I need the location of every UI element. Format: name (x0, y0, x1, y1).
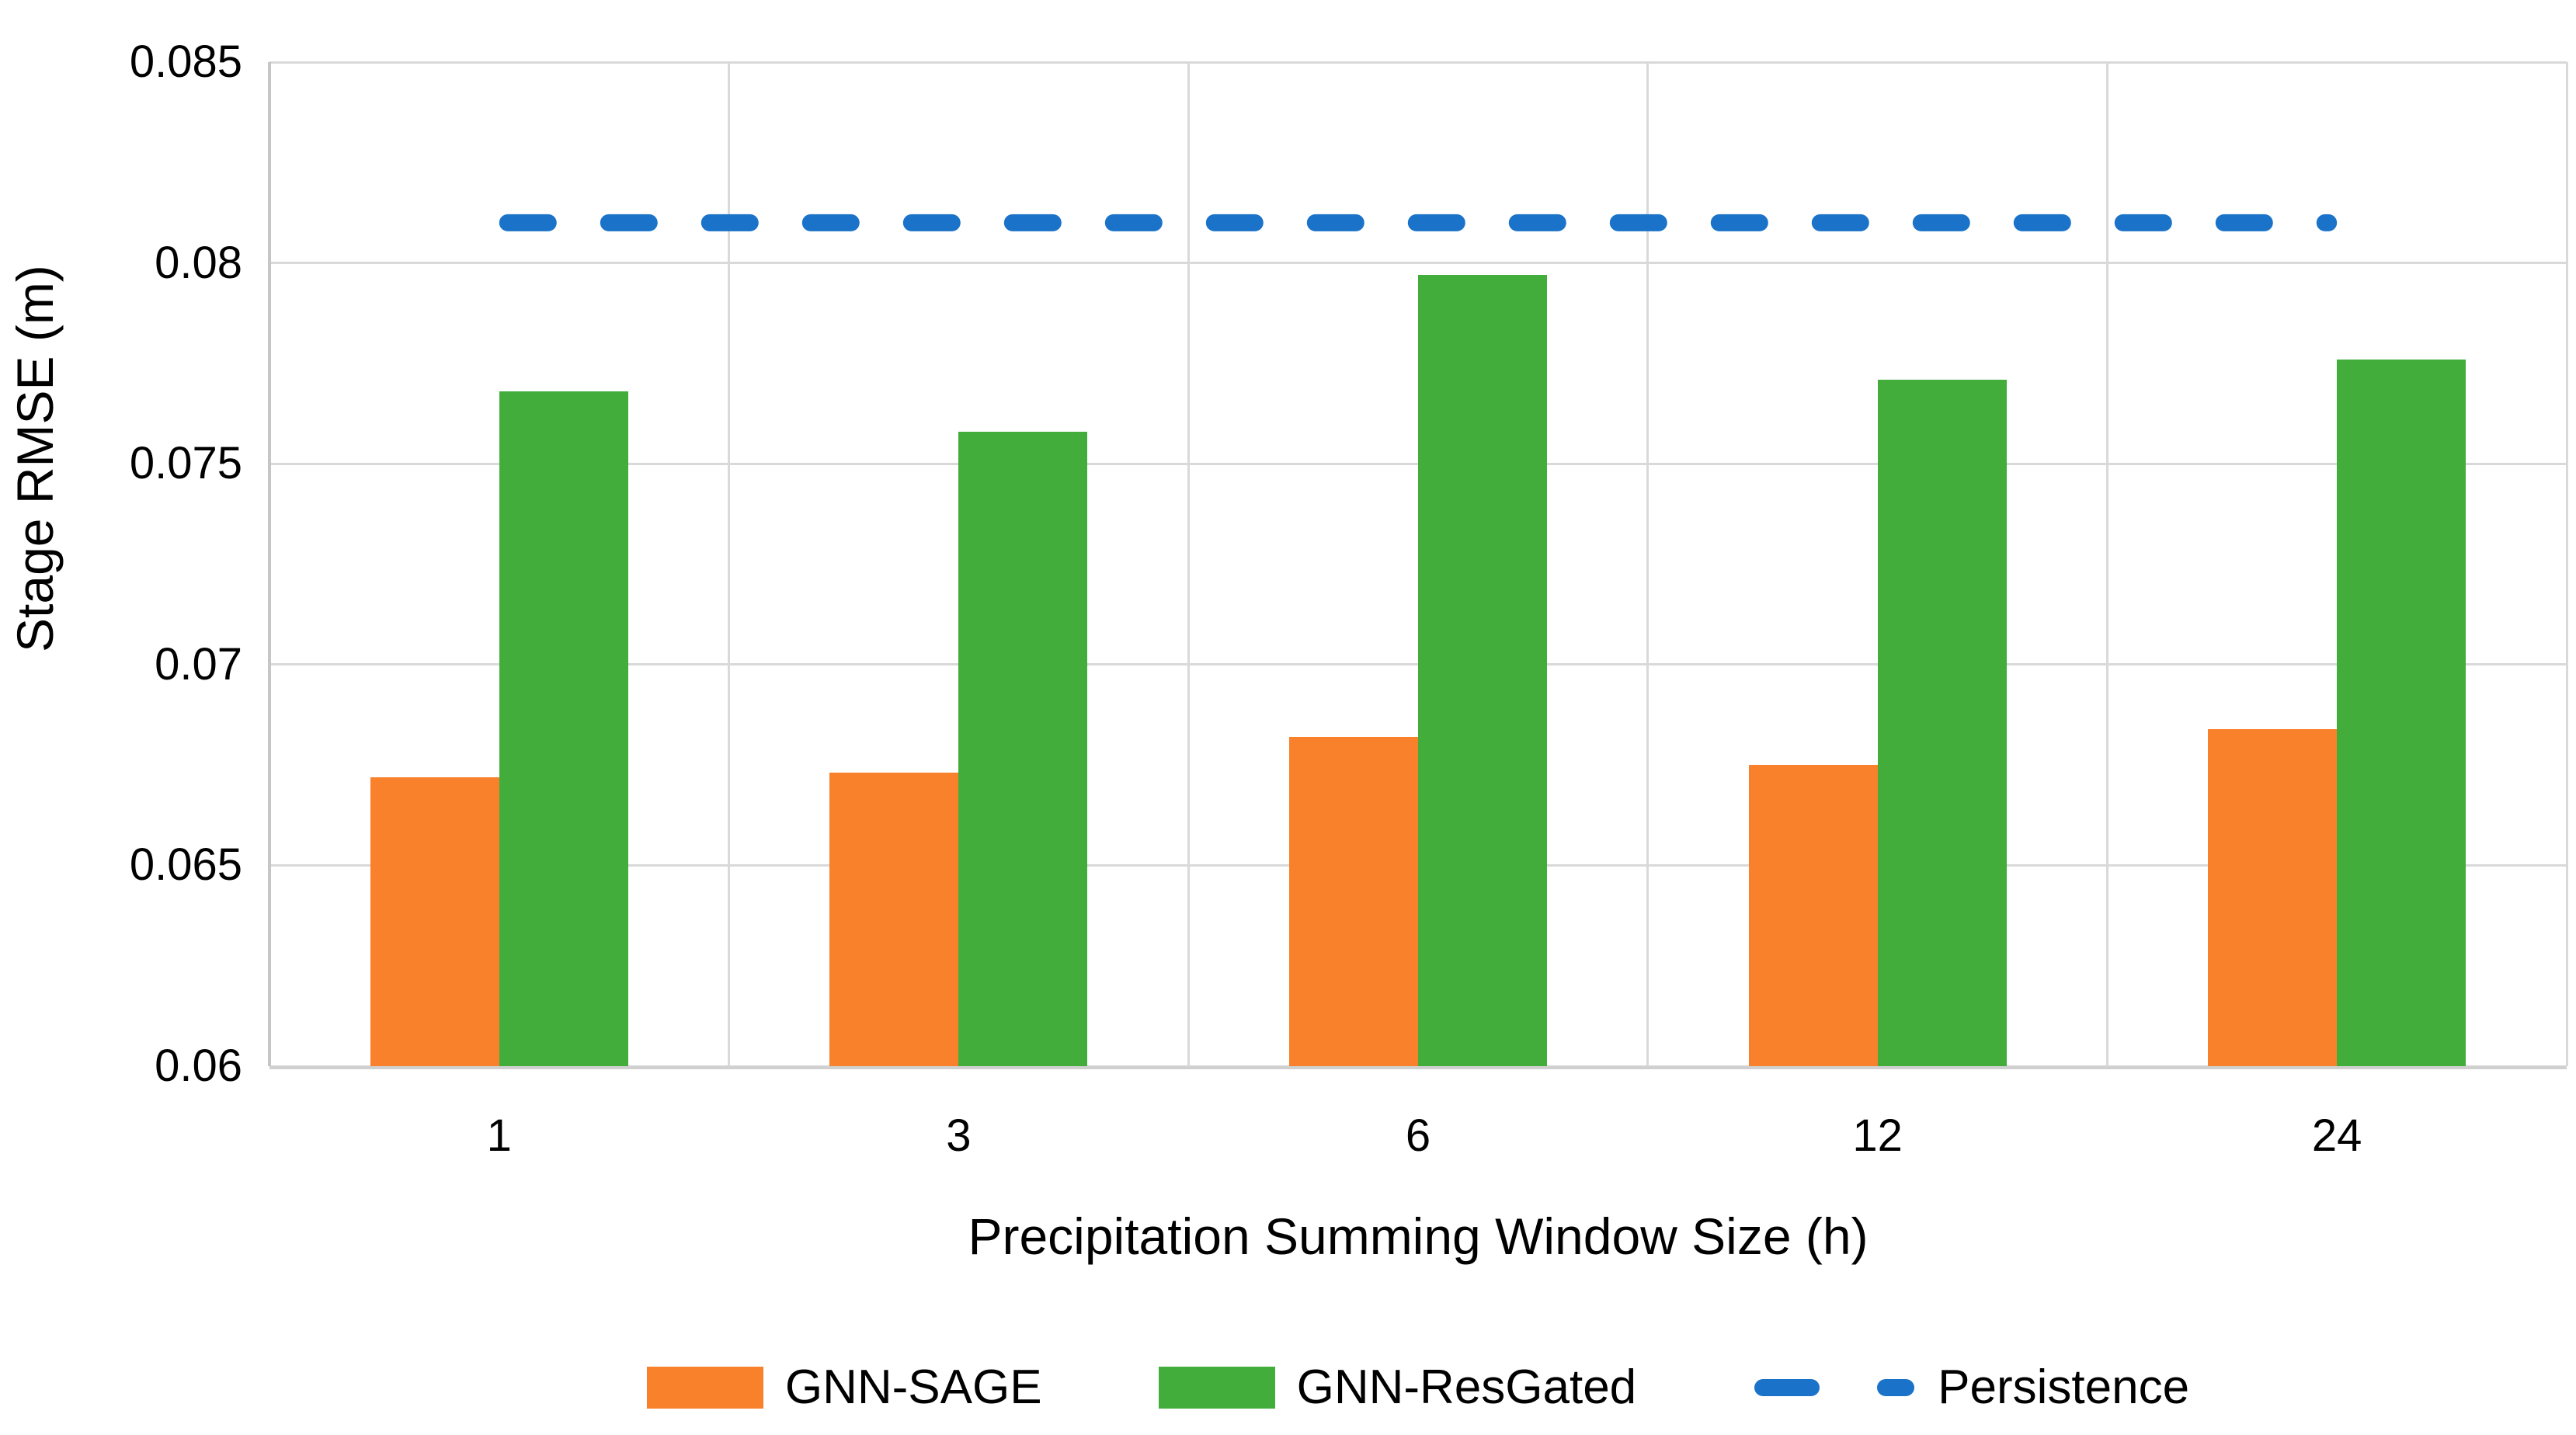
y-tick-label: 0.07 (155, 638, 242, 690)
y-axis-line (268, 62, 271, 1066)
x-axis-title: Precipitation Summing Window Size (h) (968, 1207, 1869, 1265)
bar-gnn-sage-1 (370, 777, 499, 1066)
gnn-sage-swatch (646, 1367, 763, 1409)
y-tick-label: 0.075 (129, 438, 242, 489)
x-axis-line (269, 1066, 2567, 1069)
x-tick-label-12: 12 (1852, 1110, 1903, 1161)
bar-gnn-resgated-24 (2337, 359, 2466, 1066)
x-tick-label-6: 6 (1405, 1110, 1431, 1161)
legend-item-gnn-resgated: GNN-ResGated (1158, 1360, 1637, 1414)
bar-gnn-resgated-3 (958, 431, 1088, 1066)
gridline-y-0.085 (269, 61, 2567, 64)
gridline-x-band-5 (2565, 62, 2568, 1066)
gridline-x-band-3 (1646, 62, 1650, 1066)
bar-gnn-sage-24 (2208, 728, 2338, 1066)
bar-gnn-resgated-1 (499, 391, 628, 1066)
persistence-dash-icon (1754, 1379, 1915, 1396)
x-tick-label-3: 3 (946, 1110, 972, 1161)
y-tick-label: 0.06 (155, 1041, 242, 1091)
bar-gnn-sage-3 (829, 773, 959, 1066)
legend-label-gnn-resgated: GNN-ResGated (1296, 1360, 1637, 1414)
bar-gnn-sage-12 (1748, 765, 1878, 1066)
gridline-x-band-2 (1187, 62, 1190, 1066)
gnn-resgated-swatch (1158, 1367, 1275, 1409)
gridline-x-band-1 (728, 62, 731, 1066)
bar-gnn-resgated-6 (1418, 275, 1547, 1066)
y-tick-label: 0.085 (129, 36, 242, 87)
y-axis-title: Stage RMSE (m) (6, 265, 64, 652)
legend-label-gnn-sage: GNN-SAGE (784, 1360, 1042, 1414)
legend-item-gnn-sage: GNN-SAGE (646, 1360, 1042, 1414)
bar-gnn-resgated-12 (1877, 379, 2007, 1066)
x-tick-label-24: 24 (2311, 1110, 2362, 1161)
legend: GNN-SAGE GNN-ResGated Persistence (269, 1364, 2567, 1412)
gridline-y-0.08 (269, 262, 2567, 265)
gridline-x-band-4 (2105, 62, 2108, 1066)
y-tick-label: 0.065 (129, 839, 242, 891)
legend-item-persistence: Persistence (1753, 1364, 2189, 1412)
legend-label-persistence: Persistence (1938, 1360, 2190, 1414)
y-tick-label: 0.08 (155, 237, 242, 288)
bar-gnn-sage-6 (1289, 736, 1418, 1066)
x-tick-label-1: 1 (486, 1110, 512, 1161)
